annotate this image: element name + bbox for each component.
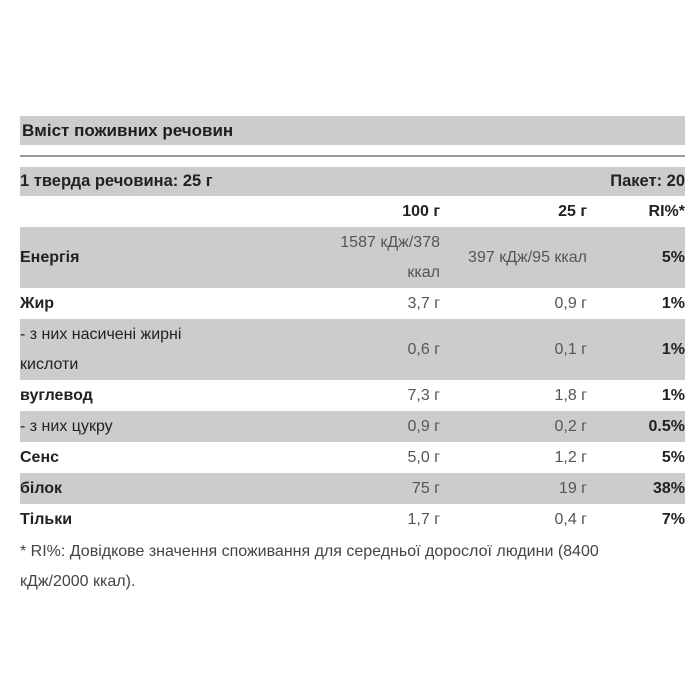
row-per-serving: 19 г xyxy=(440,473,606,504)
row-per-serving: 1,8 г xyxy=(554,386,587,404)
row-per-serving: 1,2 г xyxy=(554,448,587,466)
serving-size: 1 тверда речовина: 25 г xyxy=(20,172,213,190)
row-per100: 7,3 г xyxy=(407,386,440,404)
row-per-serving: 397 кДж/95 ккал xyxy=(440,227,606,288)
header-per-serving: 25 г xyxy=(558,202,587,220)
row-ri: 5% xyxy=(606,227,685,288)
package-count: Пакет: 20 xyxy=(610,172,685,190)
table-row-carbohydrate: вуглевод 7,3 г 1,8 г 1% xyxy=(20,380,685,411)
row-label: Жир xyxy=(20,294,55,312)
table-row-fat: Жир 3,7 г 0,9 г 1% xyxy=(20,288,685,319)
table-row-protein: білок 75 г 19 г 38% xyxy=(20,473,685,504)
row-per-serving: 0,2 г xyxy=(440,411,606,442)
table-row-fibre: Сенс 5,0 г 1,2 г 5% xyxy=(20,442,685,473)
table-row-salt: Тільки 1,7 г 0,4 г 7% xyxy=(20,504,685,535)
row-per100: 0,6 г xyxy=(308,319,440,380)
row-label-line2: кислоти xyxy=(20,355,79,373)
row-per100: 0,9 г xyxy=(308,411,440,442)
header-blank xyxy=(20,196,308,227)
row-per100: 5,0 г xyxy=(407,448,440,466)
header-ri: RI%* xyxy=(648,202,685,220)
row-ri: 1% xyxy=(606,319,685,380)
row-per100: 3,7 г xyxy=(407,294,440,312)
row-label: білок xyxy=(20,473,308,504)
ri-footnote: * RI%: Довідкове значення споживання для… xyxy=(20,543,599,590)
row-ri: 38% xyxy=(606,473,685,504)
row-ri: 5% xyxy=(661,448,685,466)
nutrition-panel: Вміст поживних речовин 1 тверда речовина… xyxy=(20,116,685,535)
row-per-serving: 0,1 г xyxy=(440,319,606,380)
row-label: Енергія xyxy=(20,227,308,288)
header-per-100g: 100 г xyxy=(402,202,440,220)
row-label-line1: - з них насичені жирні xyxy=(20,325,182,343)
row-per100-line2: ккал xyxy=(407,263,440,281)
row-ri: 1% xyxy=(661,294,685,312)
row-per100: 1587 кДж/378 ккал xyxy=(308,227,440,288)
row-label: Тільки xyxy=(20,510,73,528)
table-row-saturated-fat: - з них насичені жирні кислоти 0,6 г 0,1… xyxy=(20,319,685,380)
row-ri: 7% xyxy=(661,510,685,528)
row-ri: 1% xyxy=(661,386,685,404)
table-row-sugars: - з них цукру 0,9 г 0,2 г 0.5% xyxy=(20,411,685,442)
table-header-row: 100 г 25 г RI%* xyxy=(20,196,685,227)
section-title: Вміст поживних речовин xyxy=(20,116,685,145)
row-label: Сенс xyxy=(20,448,60,466)
serving-info: 1 тверда речовина: 25 г Пакет: 20 xyxy=(20,167,685,196)
nutrition-table: 100 г 25 г RI%* Енергія 1587 кДж/378 кка… xyxy=(20,196,685,535)
divider xyxy=(20,155,685,157)
row-label: вуглевод xyxy=(20,386,93,404)
row-per100: 1,7 г xyxy=(407,510,440,528)
row-ri: 0.5% xyxy=(606,411,685,442)
row-per100-line1: 1587 кДж/378 xyxy=(340,233,440,251)
row-per-serving: 0,9 г xyxy=(554,294,587,312)
table-row-energy: Енергія 1587 кДж/378 ккал 397 кДж/95 кка… xyxy=(20,227,685,288)
row-label: - з них насичені жирні кислоти xyxy=(20,319,308,380)
row-per-serving: 0,4 г xyxy=(554,510,587,528)
row-label: - з них цукру xyxy=(20,411,308,442)
row-per100: 75 г xyxy=(308,473,440,504)
